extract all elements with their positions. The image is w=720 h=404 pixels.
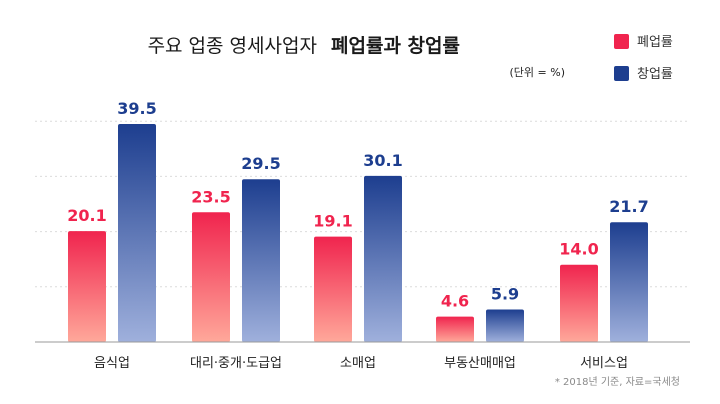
bar [242, 179, 280, 342]
data-label: 21.7 [609, 197, 648, 216]
category-label: 서비스업 [580, 356, 628, 371]
data-label: 23.5 [191, 187, 230, 206]
category-label: 소매업 [340, 356, 376, 371]
bar [436, 316, 474, 342]
data-label: 20.1 [67, 206, 106, 225]
category-label: 음식업 [94, 356, 130, 371]
bar [192, 212, 230, 342]
chart-title-bold: 폐업률과 창업률 [331, 35, 460, 57]
data-label: 30.1 [363, 151, 402, 170]
chart-title-light: 주요 업종 영세사업자 [148, 35, 317, 57]
category-labels: 음식업 대리·중개·도급업 소매업 부동산매매업 서비스업 [94, 356, 628, 371]
data-label: 19.1 [313, 212, 352, 231]
bars [68, 124, 648, 342]
bar [560, 264, 598, 342]
data-label: 4.6 [441, 292, 469, 311]
source-note: * 2018년 기준, 자료=국세청 [555, 376, 680, 388]
bar [486, 309, 524, 342]
legend-swatch [614, 34, 629, 49]
legend-label: 폐업률 [637, 35, 673, 50]
legend-swatch [614, 66, 629, 81]
data-label: 29.5 [241, 154, 280, 173]
category-label: 대리·중개·도급업 [190, 356, 282, 371]
chart-title: 주요 업종 영세사업자 폐업률과 창업률 [148, 35, 460, 57]
bar [364, 175, 402, 342]
value-labels: 20.1 39.5 23.5 29.5 19.1 30.1 4.6 5.9 14.0 21.7 [67, 99, 648, 311]
unit-note: (단위 = %) [510, 66, 566, 79]
bar [314, 236, 352, 342]
data-label: 14.0 [559, 240, 598, 259]
bar [610, 222, 648, 342]
legend-label: 창업률 [637, 67, 673, 82]
data-label: 5.9 [491, 284, 519, 303]
data-label: 39.5 [117, 99, 156, 118]
bar [118, 124, 156, 342]
category-label: 부동산매매업 [444, 356, 516, 371]
bar [68, 231, 106, 342]
